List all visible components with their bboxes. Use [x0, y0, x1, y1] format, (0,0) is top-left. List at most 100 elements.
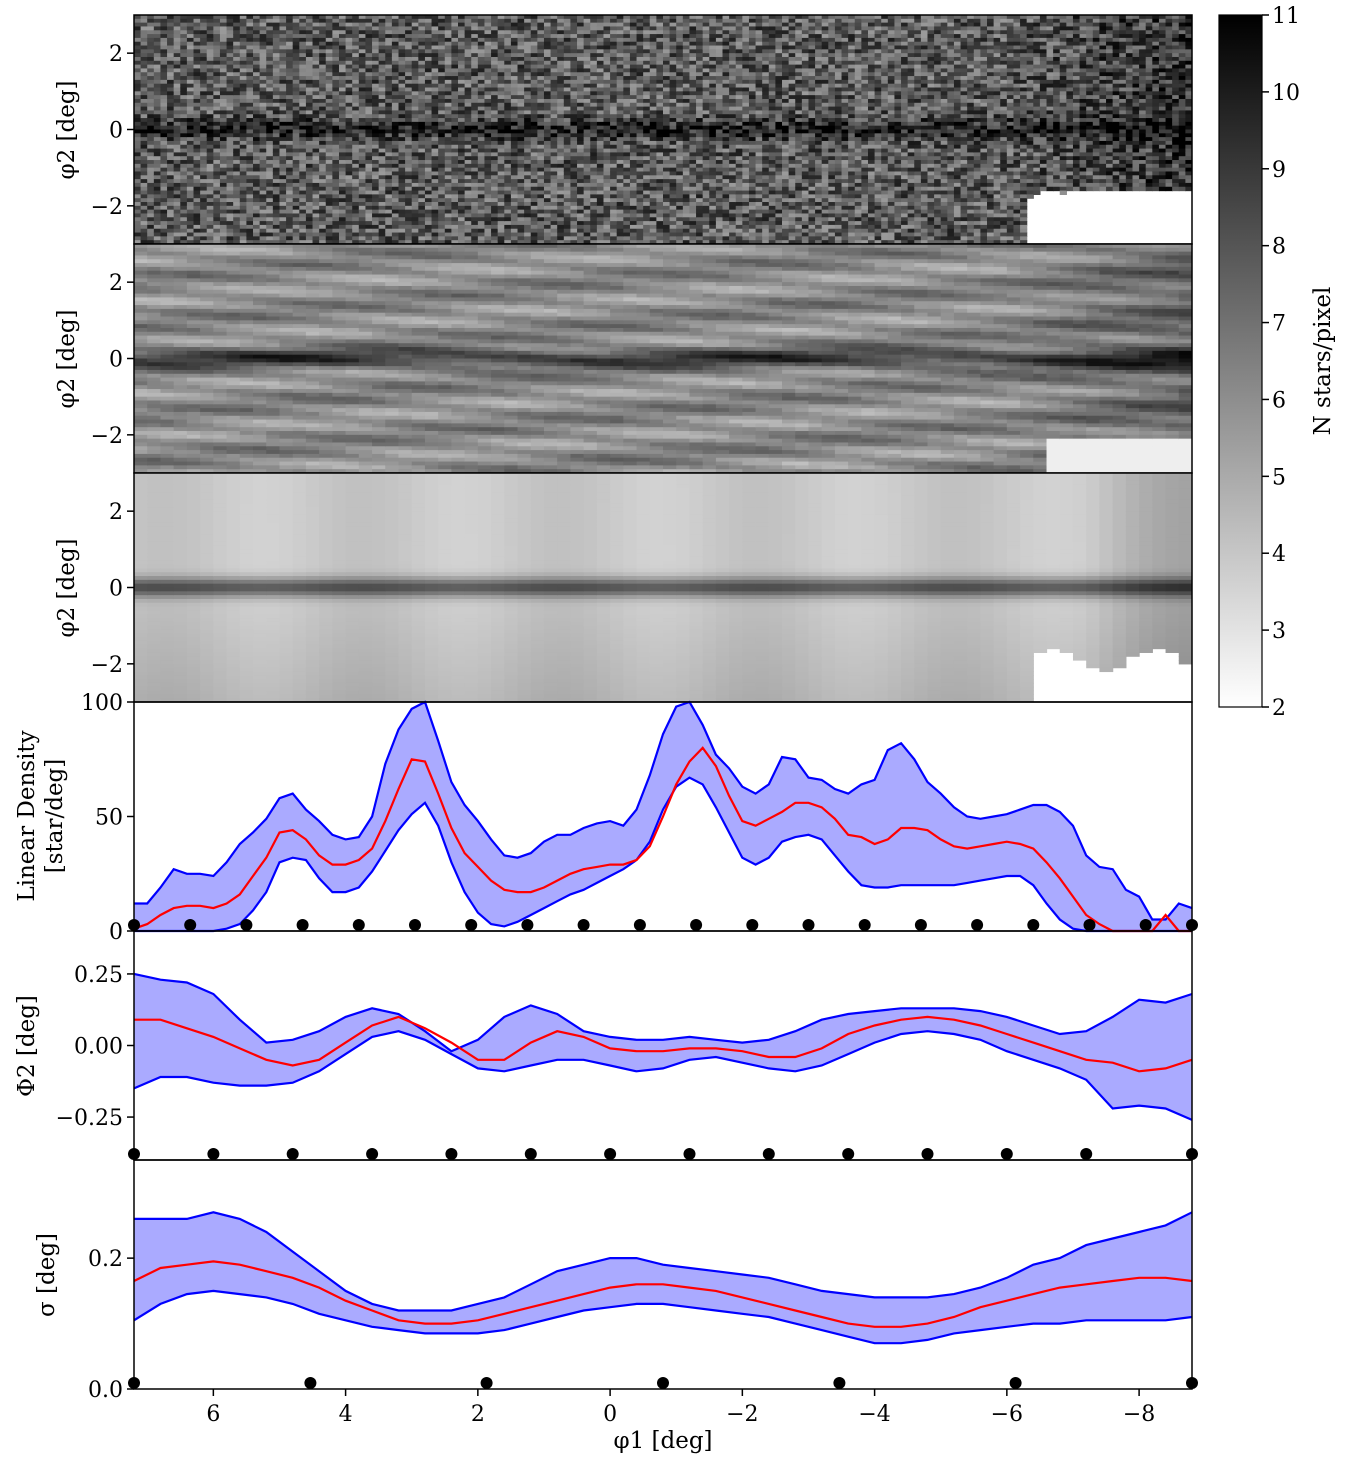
heatmap-cell	[365, 175, 373, 180]
heatmap-cell	[530, 49, 538, 54]
heatmap-cell	[504, 152, 512, 157]
heatmap-cell	[669, 198, 677, 203]
heatmap-cell	[352, 209, 360, 215]
heatmap-cell	[219, 232, 228, 237]
heatmap-cell	[543, 26, 552, 31]
heatmap-cell	[140, 83, 148, 89]
heatmap-cell	[352, 186, 360, 192]
heatmap-cell	[616, 64, 624, 70]
heatmap-cell	[663, 144, 671, 150]
heatmap-cell	[279, 133, 287, 138]
heatmap-cell	[173, 240, 181, 244]
heatmap-cell	[590, 49, 598, 54]
heatmap-cell	[504, 156, 512, 161]
heatmap-cell	[504, 79, 512, 85]
heatmap-cell	[385, 194, 393, 199]
heatmap-cell	[636, 56, 644, 62]
heatmap-cell	[372, 236, 380, 241]
heatmap-cell	[405, 171, 413, 176]
heatmap-cell	[411, 110, 419, 115]
heatmap-cell	[550, 129, 558, 134]
heatmap-cell	[206, 76, 214, 81]
heatmap-cell	[543, 232, 552, 237]
heatmap-cell	[305, 76, 314, 81]
heatmap-cell	[259, 202, 267, 207]
heatmap-cell	[279, 18, 287, 24]
heatmap-cell	[682, 60, 691, 66]
heatmap-cell	[517, 163, 525, 169]
heatmap-cell	[550, 37, 558, 43]
heatmap-cell	[365, 133, 373, 138]
heatmap-cell	[484, 121, 492, 127]
heatmap-cell	[153, 125, 162, 131]
heatmap-cell	[279, 144, 287, 150]
heatmap-cell	[570, 217, 578, 222]
heatmap-cell	[656, 224, 664, 230]
heatmap-cell	[345, 118, 353, 123]
heatmap-cell	[253, 76, 261, 81]
heatmap-cell	[153, 49, 162, 54]
heatmap-cell	[213, 95, 221, 100]
heatmap-cell	[226, 118, 234, 123]
heatmap-cell	[596, 209, 605, 215]
heatmap-cell	[266, 140, 274, 146]
heatmap-cell	[140, 110, 148, 115]
heatmap-cell	[577, 205, 585, 211]
heatmap-cell	[451, 45, 459, 50]
heatmap-cell	[345, 224, 353, 230]
heatmap-cell	[167, 34, 175, 39]
heatmap-cell	[596, 53, 605, 58]
heatmap-cell	[563, 118, 572, 123]
heatmap-cell	[365, 205, 373, 211]
heatmap-cell	[537, 186, 545, 192]
heatmap-cell	[325, 133, 333, 138]
heatmap-cell	[253, 190, 261, 195]
heatmap-cell	[180, 114, 188, 119]
heatmap-cell	[365, 95, 373, 100]
heatmap-cell	[491, 175, 499, 180]
heatmap-cell	[186, 102, 195, 108]
heatmap-cell	[530, 34, 538, 39]
heatmap-cell	[451, 148, 459, 153]
heatmap-cell	[577, 30, 585, 35]
heatmap-cell	[180, 64, 188, 70]
heatmap-cell	[206, 22, 214, 28]
heatmap-cell	[279, 167, 287, 173]
heatmap-cell	[259, 209, 267, 215]
heatmap-cell	[676, 140, 684, 146]
heatmap-cell	[378, 190, 386, 195]
heatmap-cell	[570, 30, 578, 35]
heatmap-cell	[530, 209, 538, 215]
heatmap-cell	[398, 202, 406, 207]
heatmap-cell	[134, 194, 142, 199]
heatmap-cell	[543, 240, 552, 244]
heatmap-cell	[312, 102, 320, 108]
heatmap-cell	[444, 91, 452, 96]
heatmap-cell	[411, 179, 419, 184]
heatmap-cell	[464, 171, 472, 176]
heatmap-cell	[616, 190, 624, 195]
heatmap-cell	[338, 209, 347, 215]
heatmap-cell	[292, 79, 300, 85]
heatmap-cell	[286, 186, 294, 192]
heatmap-cell	[266, 118, 274, 123]
heatmap-cell	[391, 232, 400, 237]
heatmap-cell	[504, 37, 512, 43]
heatmap-cell	[458, 198, 466, 203]
heatmap-cell	[365, 87, 373, 92]
heatmap-cell	[629, 175, 638, 180]
heatmap-cell	[577, 179, 585, 184]
heatmap-cell	[140, 22, 148, 28]
heatmap-cell	[530, 221, 538, 226]
heatmap-cell	[153, 110, 162, 115]
heatmap-cell	[167, 163, 175, 169]
heatmap-cell	[590, 160, 598, 165]
heatmap-cell	[477, 91, 486, 96]
heatmap-cell	[458, 221, 466, 226]
heatmap-cell	[444, 125, 452, 131]
heatmap-cell	[424, 18, 433, 24]
heatmap-cell	[206, 56, 214, 62]
heatmap-cell	[378, 110, 386, 115]
heatmap-cell	[458, 133, 466, 138]
heatmap-cell	[365, 171, 373, 176]
